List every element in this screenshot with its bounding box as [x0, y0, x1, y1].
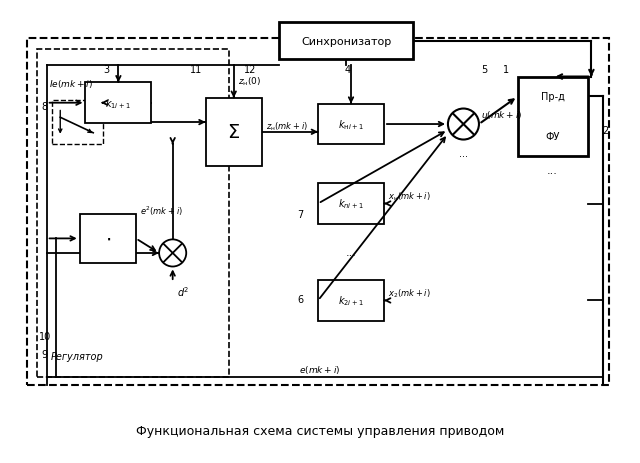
Text: Пр-д: Пр-д — [541, 92, 564, 102]
Text: 2: 2 — [602, 125, 608, 136]
Bar — [79, 215, 136, 263]
Text: ...: ... — [346, 247, 356, 257]
Text: ...: ... — [459, 149, 468, 159]
Text: 7: 7 — [298, 210, 304, 220]
Text: $k_{1i+1}$: $k_{1i+1}$ — [106, 97, 131, 110]
Text: 6: 6 — [298, 295, 303, 305]
Text: Синхронизатор: Синхронизатор — [301, 37, 391, 47]
Text: 5: 5 — [482, 65, 488, 75]
Text: 12: 12 — [244, 65, 257, 75]
Text: Функциональная схема системы управления приводом: Функциональная схема системы управления … — [136, 424, 504, 437]
Text: $\cdot$: $\cdot$ — [105, 229, 111, 248]
Bar — [28, 39, 609, 385]
Text: $k_{ni+1}$: $k_{ni+1}$ — [338, 197, 364, 211]
Text: 9: 9 — [42, 349, 48, 359]
Text: $z_{\text{н}}(0)$: $z_{\text{н}}(0)$ — [237, 75, 260, 88]
Text: $k_{\text{н}i+1}$: $k_{\text{н}i+1}$ — [338, 118, 364, 131]
Text: Регулятор: Регулятор — [51, 352, 103, 362]
Bar — [52, 100, 103, 145]
Text: 11: 11 — [190, 65, 202, 75]
Text: $e^2(mk+i)$: $e^2(mk+i)$ — [140, 204, 182, 218]
Text: ...: ... — [547, 165, 558, 175]
Text: $d^2$: $d^2$ — [177, 284, 189, 298]
Bar — [318, 281, 384, 321]
Bar — [318, 105, 384, 145]
Text: 3: 3 — [104, 65, 110, 75]
Bar — [37, 50, 229, 377]
Bar — [205, 99, 262, 166]
Text: $k_{2i+1}$: $k_{2i+1}$ — [338, 294, 364, 308]
Text: $Ie(mk+i)$: $Ie(mk+i)$ — [49, 78, 93, 90]
Text: $e(mk+i)$: $e(mk+i)$ — [300, 363, 340, 375]
Text: 8: 8 — [42, 101, 48, 112]
Text: $x_2(mk+i)$: $x_2(mk+i)$ — [388, 287, 431, 299]
Bar — [518, 77, 588, 156]
Text: $u(mk+i)$: $u(mk+i)$ — [481, 109, 522, 121]
Text: 1: 1 — [503, 65, 509, 75]
Text: $z_{\text{н}}(mk+i)$: $z_{\text{н}}(mk+i)$ — [266, 120, 308, 133]
Text: ФУ: ФУ — [545, 132, 560, 142]
Text: 10: 10 — [38, 332, 51, 342]
Bar — [318, 184, 384, 225]
Bar — [86, 83, 151, 124]
Text: $x_{\text{н}}(mk+i)$: $x_{\text{н}}(mk+i)$ — [388, 190, 431, 203]
Bar — [279, 23, 413, 60]
Text: $\Sigma$: $\Sigma$ — [227, 123, 240, 142]
Text: 4: 4 — [344, 65, 350, 75]
